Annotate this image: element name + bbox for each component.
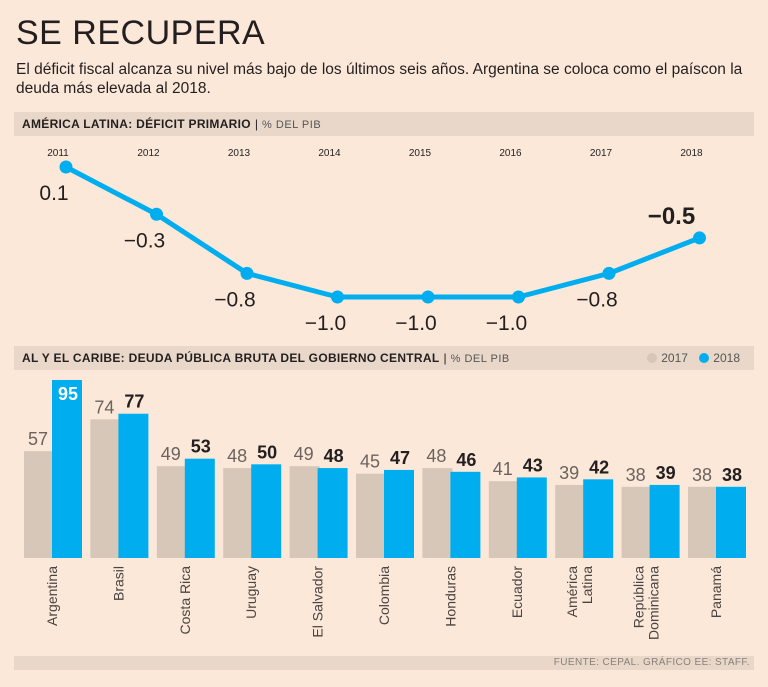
bar-2018 [118,413,149,558]
bar-2018-value: 39 [656,463,676,483]
category-label: Brasil [110,566,126,601]
line-chart-title: AMÉRICA LATINA: DÉFICIT PRIMARIO [22,117,251,131]
year-tick-label: 2011 [47,148,69,159]
deficit-line [63,164,702,300]
line-chart: 2011 2012 2013 2014 2015 2016 2017 2018 0.1 −0.3 −… [39,148,706,335]
deficit-value-label: −1.0 [486,312,527,335]
bar-2018 [317,468,348,558]
bar-2017-value: 48 [426,446,446,466]
bar-2018 [649,484,680,558]
year-tick-label: 2013 [228,148,251,159]
bar-2018-value: 42 [589,457,609,477]
bar-2018 [52,380,82,558]
bar-2018 [184,458,215,558]
year-tick-label: 2018 [680,148,703,159]
deficit-point [331,290,344,304]
line-chart-header: AMÉRICA LATINA: DÉFICIT PRIMARIO |% DEL P… [14,112,754,136]
bar-2018-value: 46 [456,450,476,470]
category-label: AméricaLatina [564,566,595,618]
deficit-value-label: 0.1 [39,182,68,205]
bar-2017 [156,466,187,558]
bar-2017-value: 38 [692,465,712,485]
bar-2017-value: 39 [559,463,579,483]
year-tick-label: 2012 [137,148,160,159]
bar-2017 [688,486,718,558]
year-tick-label: 2017 [590,148,613,159]
bar-2017 [555,484,586,558]
bar-2018-value: 53 [191,437,211,457]
category-label: RepúblicaDominicana [631,566,662,640]
bar-2018-value: 47 [390,448,410,468]
source-footer: FUENTE: CEPAL. GRÁFICO EE: STAFF. [14,656,754,670]
legend: 2017 2018 [639,346,740,370]
bar-2018 [384,469,414,558]
deficit-point [59,160,73,174]
bar-2017-value: 45 [360,452,380,472]
bar-chart: 57 95 Argentina 74 77 Brasil 49 53 Costa Rica 48 5… [24,380,746,640]
deficit-point [693,231,706,245]
category-label: Panamá [708,566,724,618]
bar-chart-title: AL Y EL CARIBE: DEUDA PÚBLICA BRUTA DEL … [22,351,440,365]
category-label: Colombia [376,566,392,625]
bar-2018 [716,486,746,558]
category-label: Argentina [44,566,60,626]
year-tick-label: 2015 [409,148,432,159]
bar-2017-value: 38 [626,465,646,485]
bar-2018 [251,464,282,558]
bar-2017 [90,419,121,558]
bar-2017 [621,486,652,558]
category-label: Costa Rica [177,566,193,635]
deficit-value-label: −0.8 [214,288,255,311]
category-label: Ecuador [509,566,525,618]
legend-2017-swatch [647,353,658,363]
bar-2018 [583,479,614,558]
bar-2018-value: 43 [523,455,543,475]
legend-2017-label: 2017 [661,351,688,365]
category-label: Honduras [442,566,458,627]
legend-2018-label: 2018 [713,351,740,365]
legend-2018-swatch [699,353,710,363]
bar-2018 [516,477,547,558]
bar-chart-unit: % DEL PIB [450,353,510,365]
bar-chart-header: AL Y EL CARIBE: DEUDA PÚBLICA BRUTA DEL … [14,346,754,370]
bar-2017 [24,451,54,558]
bar-2018-value: 38 [722,465,742,485]
chart-subtitle: El déficit fiscal alcanza su nivel más b… [16,61,743,97]
bar-2017-value: 49 [161,444,181,464]
bar-2018-value: 48 [324,446,344,466]
deficit-point [240,266,254,280]
deficit-value-label: −0.8 [576,288,617,311]
bar-2017-value: 48 [227,446,247,466]
deficit-point [512,290,525,304]
category-label: Uruguay [243,566,259,619]
deficit-point [421,290,435,304]
year-tick-label: 2014 [318,148,341,159]
bar-2017 [356,473,386,558]
category-label: El Salvador [310,566,326,638]
bar-2017-value: 49 [294,444,314,464]
year-tick-label: 2016 [499,148,522,159]
deficit-point [602,266,616,280]
bar-2018-value: 77 [124,392,144,412]
deficit-point [150,207,163,221]
bar-2018 [450,471,481,558]
bar-2017 [289,466,320,558]
line-chart-unit: % DEL PIB [262,119,322,131]
bar-2018-value: 95 [58,384,78,404]
bar-2017-value: 57 [28,429,48,449]
bar-2018-value: 50 [257,442,277,462]
bar-2017-value: 74 [94,397,114,417]
deficit-value-label: −1.0 [305,312,346,335]
chart-title: SE RECUPERA [16,14,266,52]
deficit-value-label: −1.0 [395,312,436,335]
deficit-value-label: −0.3 [124,229,165,252]
bar-2017 [422,468,453,558]
deficit-value-label: −0.5 [648,203,695,230]
bar-2017 [488,481,519,558]
bar-2017-value: 41 [493,459,513,479]
bar-2017 [223,468,254,558]
